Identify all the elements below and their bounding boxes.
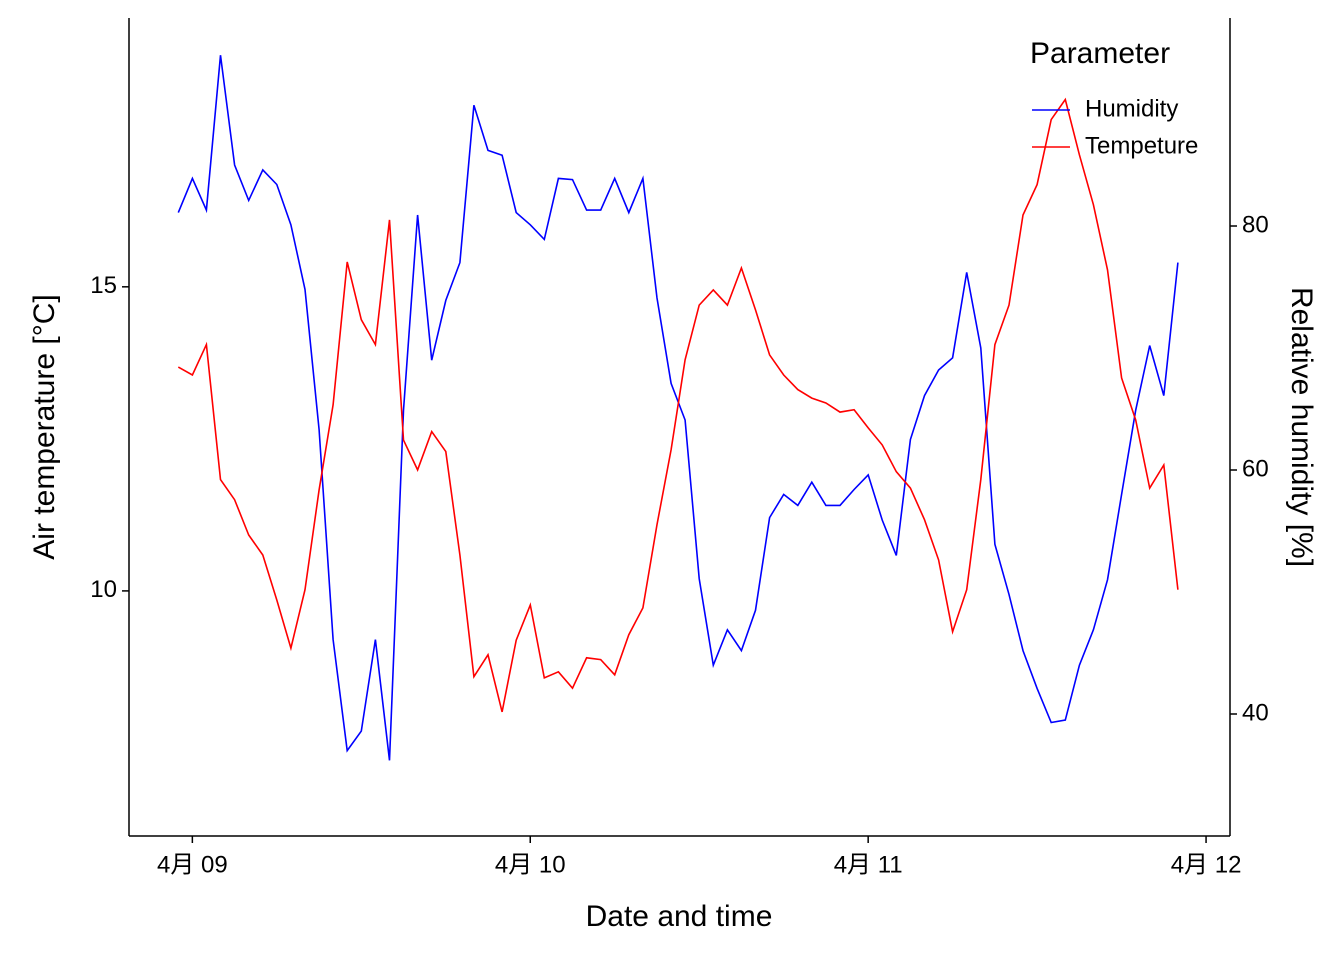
- series-line: [177, 97, 1179, 713]
- x-tick-label: 4月 11: [834, 851, 903, 878]
- x-axis-title: Date and time: [586, 900, 773, 933]
- y2-tick-label: 80: [1242, 211, 1269, 238]
- legend-title: Parameter: [1030, 37, 1170, 70]
- legend-label: Tempeture: [1085, 132, 1198, 159]
- y-axis-title: Air temperature [°C]: [28, 294, 61, 559]
- y-tick-label: 15: [90, 272, 117, 299]
- y-tick-label: 10: [90, 576, 117, 603]
- x-tick-label: 4月 10: [495, 851, 566, 878]
- y2-tick-label: 40: [1242, 699, 1269, 726]
- legend-label: Humidity: [1085, 95, 1178, 122]
- x-tick-label: 4月 09: [157, 851, 228, 878]
- y2-tick-label: 60: [1242, 455, 1269, 482]
- y2-axis-title: Relative humidity [%]: [1285, 287, 1318, 567]
- x-tick-label: 4月 12: [1171, 851, 1242, 878]
